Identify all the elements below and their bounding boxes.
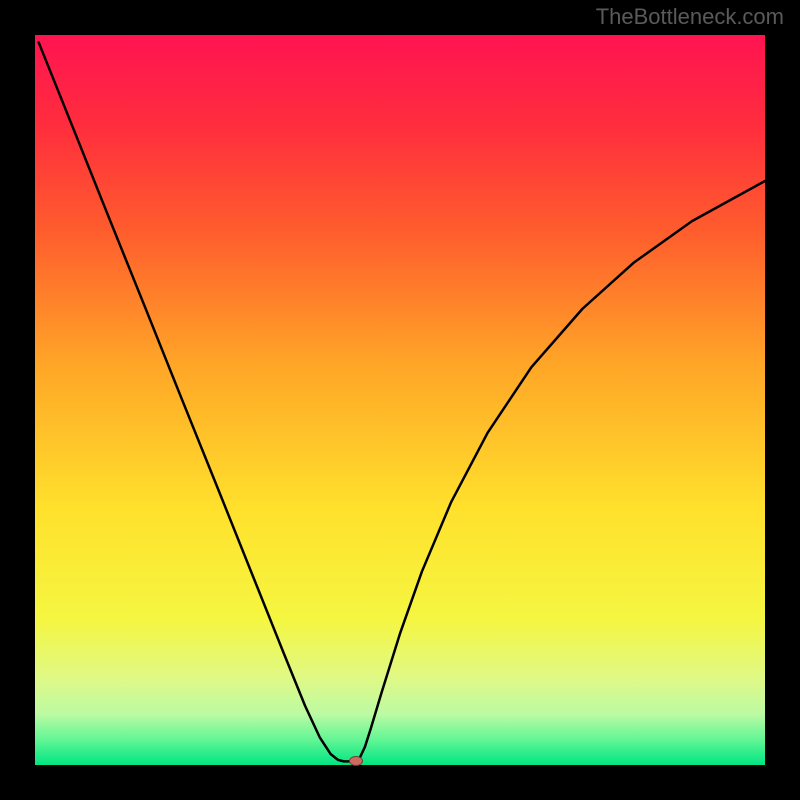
plot-area [35, 35, 765, 765]
chart-svg [35, 35, 765, 765]
chart-container: TheBottleneck.com [0, 0, 800, 800]
min-marker [349, 756, 363, 766]
plot-frame [35, 35, 765, 765]
curve-path [39, 42, 765, 761]
watermark-text: TheBottleneck.com [596, 4, 784, 30]
